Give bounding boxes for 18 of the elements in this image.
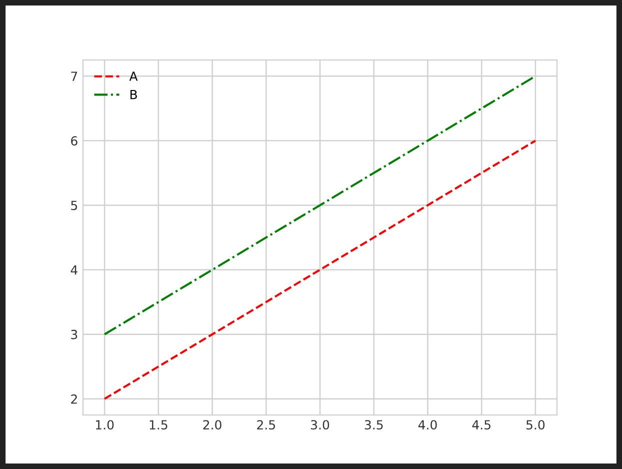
y-tick-label: 5 xyxy=(71,200,78,210)
x-tick-label: 3.5 xyxy=(364,420,383,430)
x-tick-label: 2.5 xyxy=(257,420,275,430)
x-tick-label: 1.0 xyxy=(96,420,114,430)
y-tick-label: 2 xyxy=(71,394,77,404)
x-tick-label: 4.5 xyxy=(472,420,490,430)
y-tick-label: 6 xyxy=(71,136,78,146)
line-series xyxy=(104,140,536,400)
y-tick-label: 3 xyxy=(71,330,78,340)
x-tick-label: 1.5 xyxy=(150,420,168,430)
x-tick-label: 5.0 xyxy=(526,420,545,430)
x-tick-label: 2.0 xyxy=(203,420,222,430)
y-tick-label: 7 xyxy=(71,72,78,81)
x-tick-label: 4.0 xyxy=(418,420,437,430)
legend-label: A xyxy=(129,72,138,81)
legend-label: B xyxy=(130,90,137,100)
y-tick-label: 4 xyxy=(70,265,78,275)
x-tick-label: 3.0 xyxy=(311,420,330,430)
